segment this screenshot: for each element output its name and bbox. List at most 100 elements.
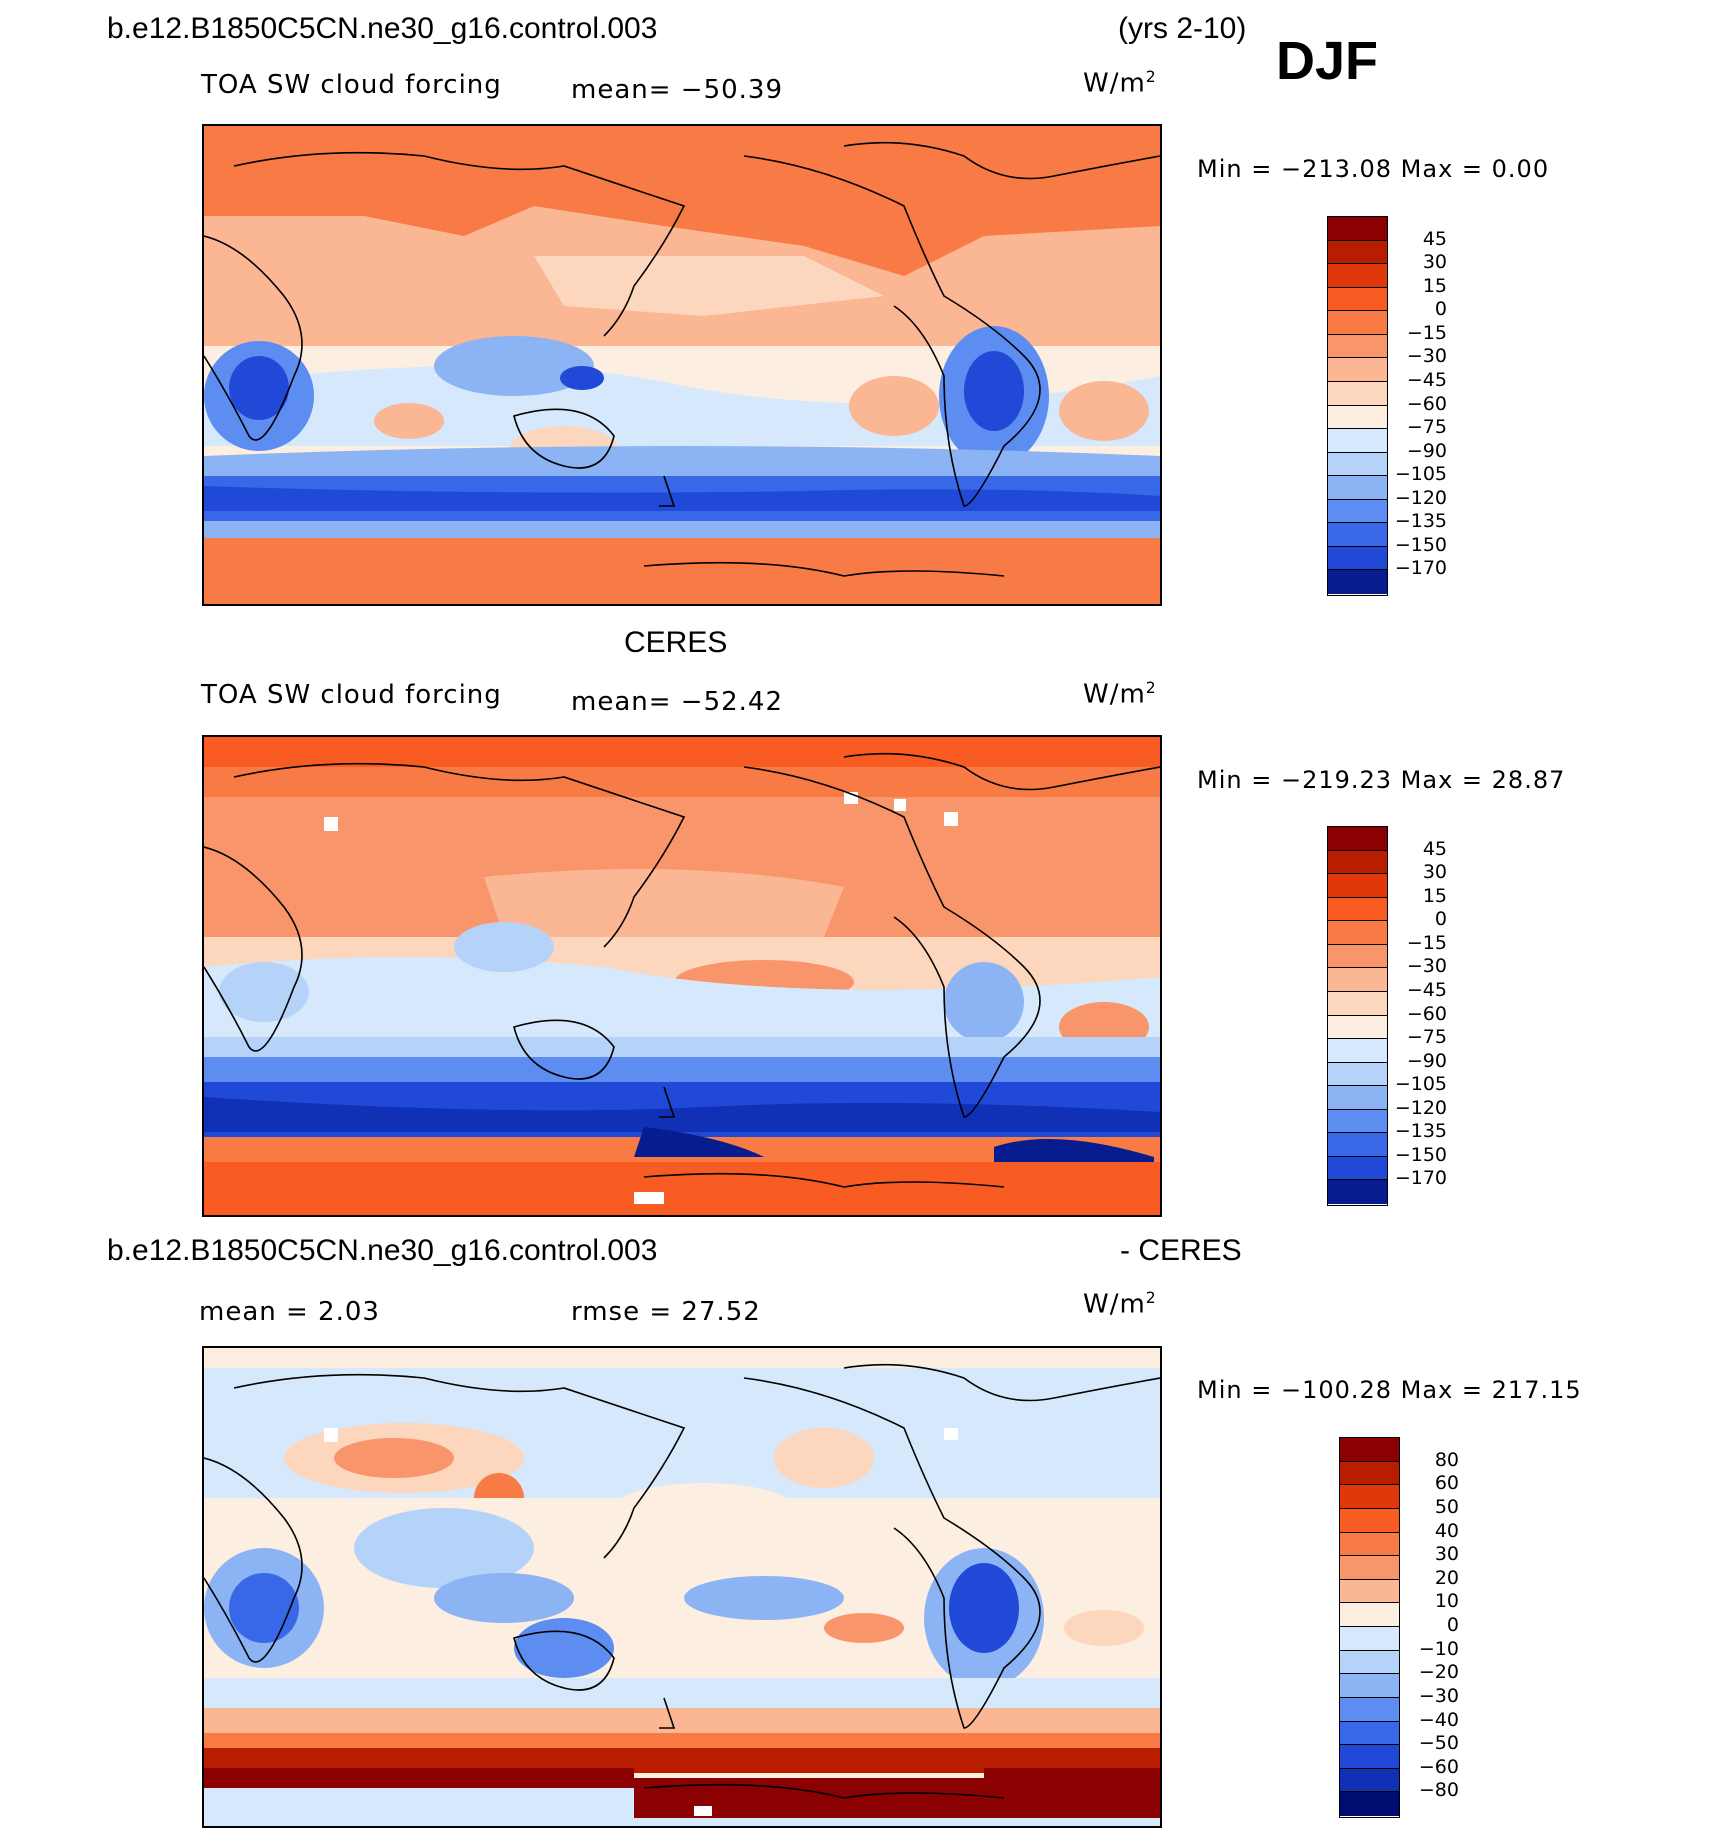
colorbar-tick-label: −50 [1418,1732,1459,1755]
colorbar-swatch [1328,1180,1387,1204]
colorbar-tick-label: −20 [1418,1661,1459,1684]
panel1-units: W/m2 [1083,68,1157,99]
colorbar-swatch [1328,897,1387,922]
colorbar-swatch [1328,405,1387,430]
colorbar-tick-label: 30 [1434,1543,1459,1566]
colorbar-tick-label: −60 [1406,392,1447,415]
colorbar-tick-label: −135 [1394,510,1447,533]
colorbar-tick-label: −45 [1406,978,1447,1001]
colorbar-swatch [1328,1039,1387,1063]
colorbar-tick-label: −10 [1418,1637,1459,1660]
panel3-minmax: Min = −100.28 Max = 217.15 [1197,1376,1582,1404]
colorbar-swatch [1328,1062,1387,1087]
panel3-units: W/m2 [1083,1289,1157,1320]
colorbar-swatch [1328,358,1387,382]
colorbar-tick-label: −150 [1394,1143,1447,1166]
colorbar-tick-label: −90 [1406,1049,1447,1072]
colorbar-swatch [1328,1133,1387,1157]
colorbar-tick-label: −90 [1406,439,1447,462]
colorbar-swatch [1328,991,1387,1016]
colorbar-tick-label: 45 [1422,227,1447,250]
colorbar-tick-label: −105 [1394,1073,1447,1096]
panel2-variable: TOA SW cloud forcing [201,680,502,710]
colorbar-swatch [1328,334,1387,359]
colorbar-tick-label: 15 [1422,884,1447,907]
panel3-title-left: b.e12.B1850C5CN.ne30_g16.control.003 [107,1234,658,1267]
colorbar-swatch [1328,827,1387,851]
colorbar-tick-label: −45 [1406,368,1447,391]
years-label: (yrs 2-10) [1118,12,1247,45]
colorbar-tick-label: 80 [1434,1448,1459,1471]
colorbar-swatch [1340,1745,1399,1769]
colorbar-swatch [1340,1508,1399,1533]
panel1-variable: TOA SW cloud forcing [201,70,502,100]
colorbar-swatch [1328,264,1387,288]
colorbar-swatch [1328,287,1387,312]
colorbar-swatch [1340,1674,1399,1698]
colorbar-tick-label: −75 [1406,416,1447,439]
colorbar-swatch [1328,1015,1387,1040]
colorbar-swatch [1340,1721,1399,1746]
colorbar-swatch [1340,1556,1399,1580]
colorbar-swatch [1328,921,1387,945]
colorbar-swatch [1328,570,1387,594]
colorbar-swatch [1328,1109,1387,1134]
colorbar-tick-label: −30 [1406,345,1447,368]
colorbar-swatch [1340,1792,1399,1816]
colorbar-swatch [1328,1156,1387,1181]
colorbar-swatch [1328,1086,1387,1110]
colorbar-swatch [1328,381,1387,406]
colorbar-tick-label: −120 [1394,1096,1447,1119]
colorbar-swatch [1328,944,1387,969]
colorbar-swatch [1328,429,1387,453]
colorbar-tick-label: −150 [1394,533,1447,556]
colorbar-tick-label: −80 [1418,1779,1459,1802]
panel3-mean: mean = 2.03 [199,1297,380,1327]
colorbar-tick-label: −135 [1394,1120,1447,1143]
colorbar-swatch [1340,1650,1399,1675]
panel1-map-field [204,126,1160,604]
colorbar-tick-label: 30 [1422,861,1447,884]
panel3-map-field [204,1348,1160,1826]
colorbar-tick-label: −15 [1406,321,1447,344]
colorbar-tick-label: −15 [1406,931,1447,954]
colorbar-swatch [1340,1532,1399,1557]
colorbar-tick-label: 15 [1422,274,1447,297]
panel2-units: W/m2 [1083,679,1157,710]
panel2-title: CERES [624,626,728,659]
panel3-map [202,1346,1162,1828]
colorbar-tick-label: 30 [1422,251,1447,274]
colorbar-tick-label: −75 [1406,1026,1447,1049]
colorbar-swatch [1340,1485,1399,1509]
colorbar-swatch [1328,850,1387,875]
colorbar-swatch [1328,968,1387,992]
season-label: DJF [1276,31,1379,91]
colorbar-swatch [1328,499,1387,524]
colorbar-swatch [1328,240,1387,265]
colorbar-tick-label: 0 [1434,908,1447,931]
colorbar-tick-label: 60 [1434,1472,1459,1495]
colorbar-swatch [1340,1579,1399,1604]
colorbar-tick-label: 45 [1422,837,1447,860]
colorbar-swatch [1328,452,1387,477]
panel1-minmax: Min = −213.08 Max = 0.00 [1197,155,1550,183]
panel2-colorbar [1327,826,1388,1206]
colorbar-tick-label: 50 [1434,1495,1459,1518]
panel3-colorbar [1339,1437,1400,1818]
panel2-map [202,735,1162,1217]
colorbar-swatch [1340,1768,1399,1793]
colorbar-tick-label: −40 [1418,1708,1459,1731]
panel2-map-field [204,737,1160,1215]
panel1-mean: mean= −50.39 [571,75,784,105]
colorbar-swatch [1328,874,1387,898]
panel3-rmse: rmse = 27.52 [571,1297,761,1327]
colorbar-swatch [1328,546,1387,571]
colorbar-swatch [1328,311,1387,335]
colorbar-tick-label: −170 [1394,557,1447,580]
colorbar-swatch [1340,1603,1399,1627]
colorbar-tick-label: 40 [1434,1519,1459,1542]
colorbar-tick-label: −60 [1418,1755,1459,1778]
colorbar-tick-label: −105 [1394,463,1447,486]
panel1-colorbar [1327,216,1388,596]
colorbar-swatch [1328,217,1387,241]
